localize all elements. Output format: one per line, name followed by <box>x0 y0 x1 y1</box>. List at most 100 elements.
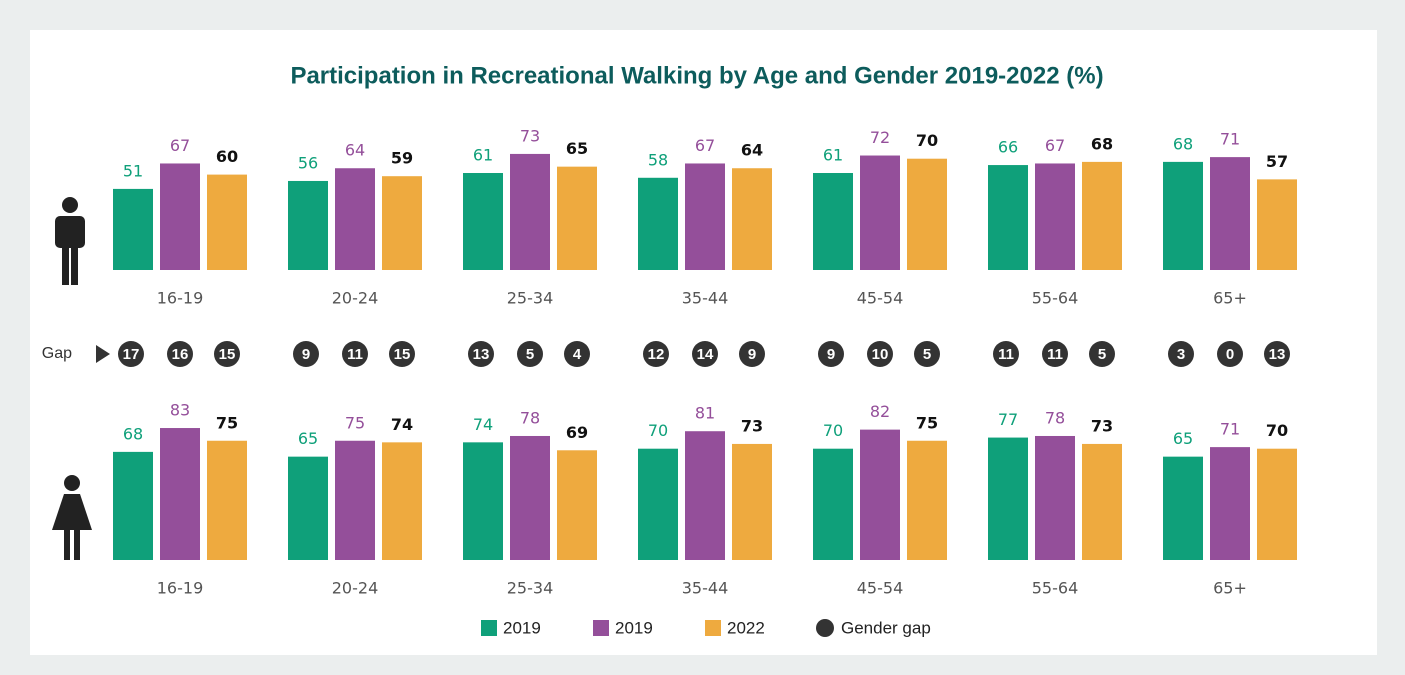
bar <box>685 431 725 560</box>
data-label: 73 <box>1091 416 1113 435</box>
data-label: 82 <box>870 402 890 421</box>
gap-value: 3 <box>1177 346 1185 363</box>
bar <box>907 440 947 560</box>
gap-marker <box>564 341 590 367</box>
bar <box>813 173 853 270</box>
bar <box>288 456 328 560</box>
gap-marker <box>1168 341 1194 367</box>
bar <box>113 451 153 560</box>
data-label: 81 <box>695 404 715 423</box>
bar <box>732 168 772 270</box>
x-tick-label: 20-24 <box>332 579 379 598</box>
data-label: 75 <box>216 413 238 432</box>
gap-marker <box>214 341 240 367</box>
data-label: 66 <box>998 138 1018 157</box>
gap-value: 13 <box>473 346 490 363</box>
bar <box>510 435 550 560</box>
data-label: 74 <box>473 415 493 434</box>
bar <box>382 442 422 560</box>
gap-value: 9 <box>302 346 310 363</box>
data-label: 72 <box>870 128 890 147</box>
data-label: 78 <box>520 408 540 427</box>
data-label: 75 <box>916 413 938 432</box>
bar <box>510 153 550 270</box>
male-icon <box>55 197 85 285</box>
gap-marker <box>517 341 543 367</box>
data-label: 57 <box>1266 152 1288 171</box>
female-icon <box>52 475 92 560</box>
x-tick-label: 25-34 <box>507 579 554 598</box>
data-label: 78 <box>1045 408 1065 427</box>
gap-value: 12 <box>648 346 665 363</box>
data-label: 71 <box>1220 420 1240 439</box>
x-tick-label: 25-34 <box>507 289 554 308</box>
data-label: 70 <box>823 421 843 440</box>
bar <box>1163 456 1203 560</box>
bar <box>860 429 900 560</box>
data-label: 70 <box>916 131 938 150</box>
gap-marker <box>1089 341 1115 367</box>
bar <box>557 450 597 560</box>
data-label: 51 <box>123 161 143 180</box>
bar <box>160 428 200 560</box>
x-tick-label: 20-24 <box>332 289 379 308</box>
x-tick-label: 35-44 <box>682 579 729 598</box>
gap-marker <box>739 341 765 367</box>
x-tick-label: 65+ <box>1213 579 1247 598</box>
gap-value: 17 <box>123 346 140 363</box>
bar <box>1257 448 1297 560</box>
data-label: 68 <box>1173 134 1193 153</box>
data-label: 59 <box>391 149 413 168</box>
data-label: 60 <box>216 147 238 166</box>
gap-value: 11 <box>998 346 1014 363</box>
chart-title: Participation in Recreational Walking by… <box>290 62 1103 89</box>
bar <box>1210 157 1250 270</box>
data-label: 64 <box>345 141 365 160</box>
bar <box>1257 179 1297 270</box>
gap-marker <box>692 341 718 367</box>
gap-marker <box>914 341 940 367</box>
gap-marker <box>643 341 669 367</box>
bar <box>1082 161 1122 270</box>
legend-swatch <box>705 620 721 636</box>
data-label: 61 <box>473 146 493 165</box>
legend-label: Gender gap <box>841 618 931 637</box>
bar <box>907 158 947 270</box>
data-label: 68 <box>1091 134 1113 153</box>
bar <box>335 168 375 270</box>
gap-value: 16 <box>172 346 189 363</box>
data-label: 73 <box>520 126 540 145</box>
gap-value: 11 <box>347 346 363 363</box>
gap-label: Gap <box>42 345 72 362</box>
gap-marker <box>118 341 144 367</box>
legend-label: 2022 <box>727 618 765 637</box>
legend-swatch <box>481 620 497 636</box>
data-label: 67 <box>695 136 715 155</box>
gap-value: 0 <box>1226 346 1234 363</box>
gap-value: 13 <box>1269 346 1286 363</box>
data-label: 65 <box>298 429 318 448</box>
gap-arrow <box>96 345 110 363</box>
bar <box>860 155 900 270</box>
gap-value: 9 <box>748 346 756 363</box>
gap-marker <box>389 341 415 367</box>
data-label: 69 <box>566 423 588 442</box>
gap-marker <box>167 341 193 367</box>
bar <box>463 442 503 560</box>
x-tick-label: 55-64 <box>1032 579 1079 598</box>
gap-marker <box>867 341 893 367</box>
gap-marker <box>293 341 319 367</box>
x-tick-label: 45-54 <box>857 289 904 308</box>
bar <box>113 188 153 270</box>
gap-marker <box>1217 341 1243 367</box>
data-label: 73 <box>741 416 763 435</box>
data-label: 67 <box>1045 136 1065 155</box>
bar <box>988 437 1028 560</box>
bar <box>1163 161 1203 270</box>
gap-value: 11 <box>1047 346 1063 363</box>
gap-value: 5 <box>923 346 931 363</box>
bar <box>557 166 597 270</box>
gap-marker <box>1264 341 1290 367</box>
data-label: 71 <box>1220 130 1240 149</box>
bar <box>1082 443 1122 560</box>
